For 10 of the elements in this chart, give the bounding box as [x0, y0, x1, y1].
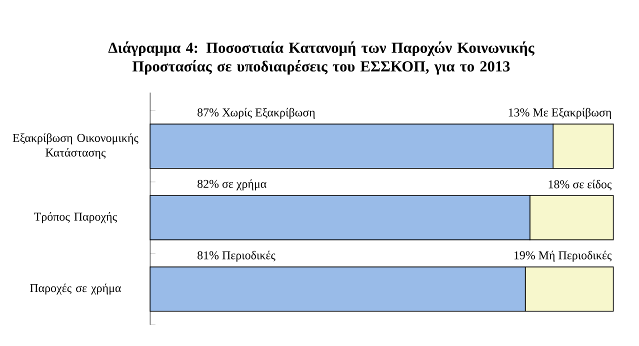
- data-label: 13% Με Εξακρίβωση: [508, 108, 612, 119]
- data-label: 81% Περιοδικές: [198, 250, 276, 262]
- data-label: 82% σε χρήμα: [198, 179, 266, 190]
- data-label: 18% σε είδος: [548, 180, 612, 190]
- y-tick-label: Τρόπος Παροχής: [34, 212, 117, 224]
- data-label: 19% Μή Περιοδικές: [514, 250, 612, 262]
- data-label: 87% Χωρίς Εξακρίβωση: [198, 108, 315, 119]
- y-tick-label: Εξακρίβωση Οικονομικής Κατάστασης: [12, 133, 138, 160]
- chart-title: Διάγραμμα 4: Ποσοστιαία Κατανομή των Παροχών Κοινωνικής Προστασίας σε υποδιαιρέσεις του ΕΣΣΚΟΠ, για το 2013: [108, 41, 534, 75]
- y-tick-label: Παροχές σε χρήμα: [30, 284, 121, 295]
